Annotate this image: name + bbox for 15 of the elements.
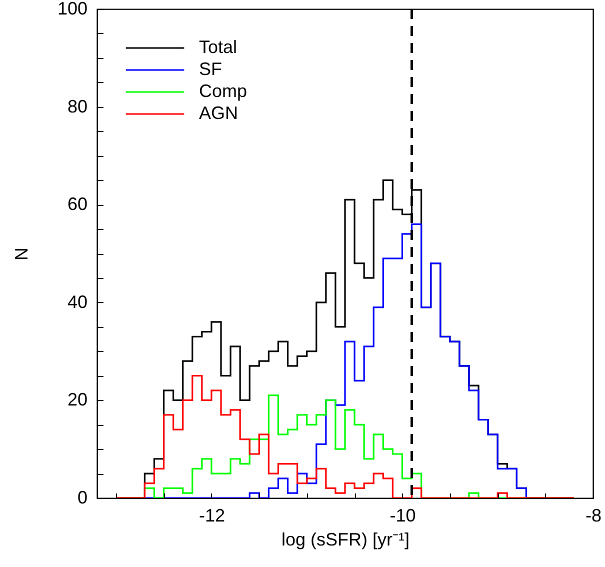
legend-label: Comp xyxy=(199,81,248,101)
x-tick-label: -12 xyxy=(198,506,225,526)
x-tick-label: -8 xyxy=(585,506,602,526)
y-tick-label: 80 xyxy=(67,96,88,116)
legend-label: Total xyxy=(199,37,238,57)
y-tick-label: 0 xyxy=(77,488,88,508)
y-tick-label: 100 xyxy=(57,0,88,18)
legend-label: SF xyxy=(199,59,222,79)
y-axis-title: N xyxy=(11,248,32,260)
x-tick-label: -10 xyxy=(390,506,416,526)
legend-label: AGN xyxy=(199,103,238,123)
x-axis-title: log (sSFR) [yr⁻¹] xyxy=(281,530,410,550)
y-tick-label: 20 xyxy=(67,390,88,410)
y-tick-label: 40 xyxy=(67,292,88,312)
y-tick-label: 60 xyxy=(67,194,88,214)
